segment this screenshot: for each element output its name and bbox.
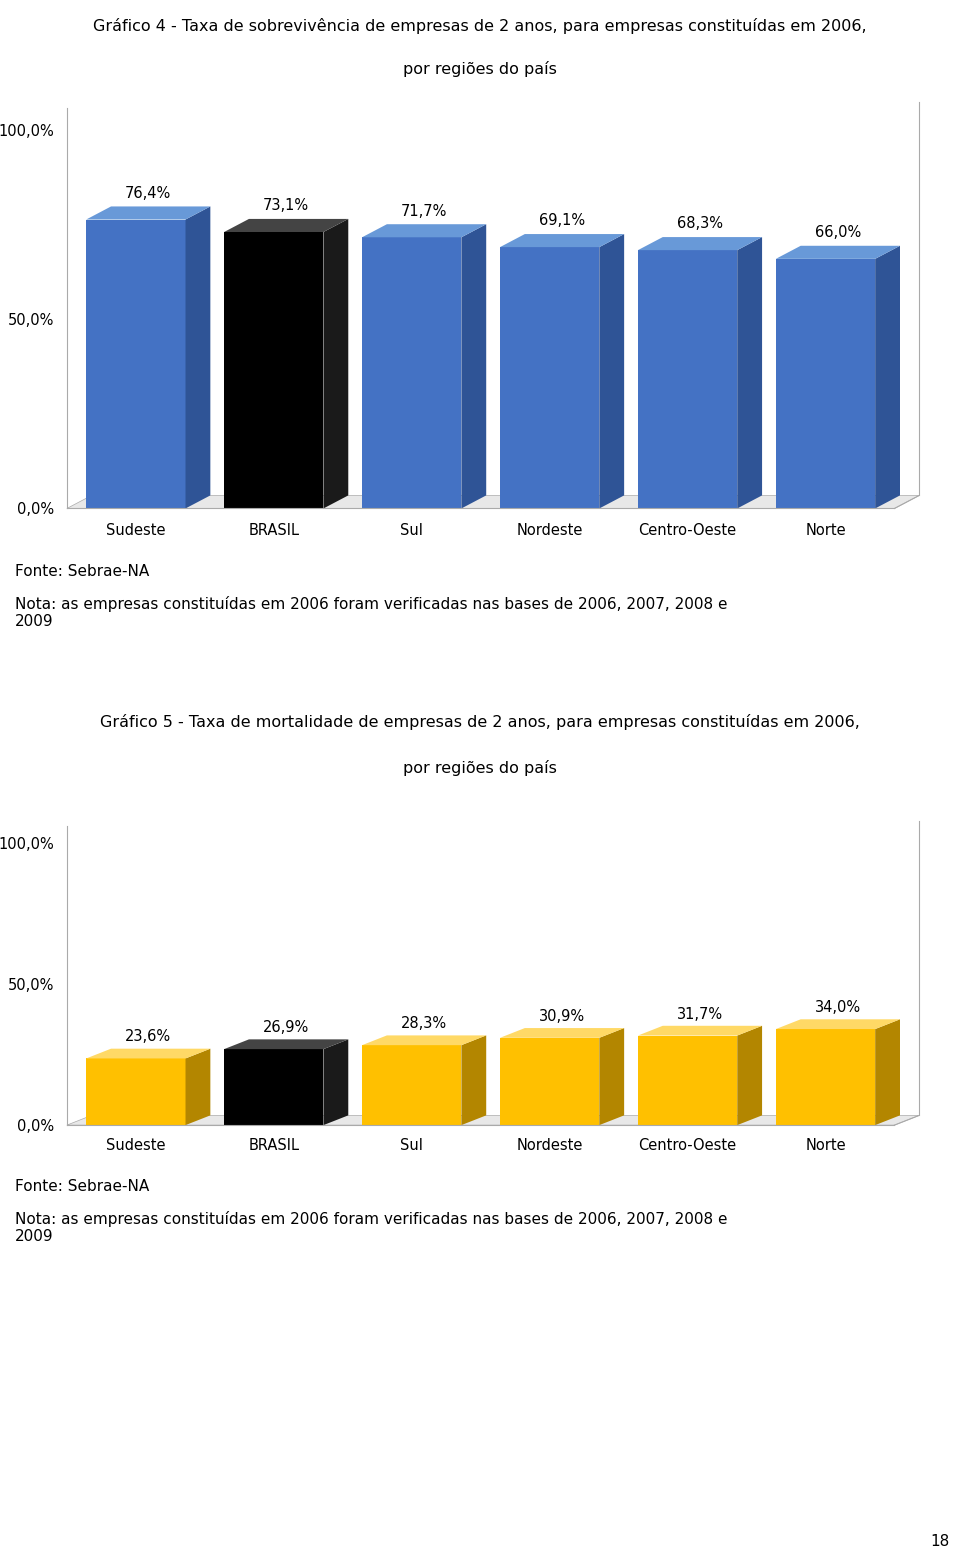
Text: 76,4%: 76,4% xyxy=(125,186,172,201)
Polygon shape xyxy=(224,233,324,509)
Text: 69,1%: 69,1% xyxy=(539,214,586,228)
Text: Nota: as empresas constituídas em 2006 foram verificadas nas bases de 2006, 2007: Nota: as empresas constituídas em 2006 f… xyxy=(15,596,728,629)
Polygon shape xyxy=(500,234,624,247)
Polygon shape xyxy=(86,1058,185,1125)
Polygon shape xyxy=(500,247,599,509)
Polygon shape xyxy=(638,1035,737,1125)
Polygon shape xyxy=(185,1049,210,1125)
Text: Nota: as empresas constituídas em 2006 foram verificadas nas bases de 2006, 2007: Nota: as empresas constituídas em 2006 f… xyxy=(15,1211,728,1244)
Polygon shape xyxy=(638,250,737,509)
Text: por regiões do país: por regiões do país xyxy=(403,760,557,776)
Polygon shape xyxy=(776,1019,900,1029)
Polygon shape xyxy=(224,1049,324,1125)
Text: 23,6%: 23,6% xyxy=(125,1029,171,1044)
Polygon shape xyxy=(224,1040,348,1049)
Polygon shape xyxy=(86,220,185,509)
Text: 18: 18 xyxy=(931,1533,950,1549)
Polygon shape xyxy=(185,206,210,509)
Text: Gráfico 4 - Taxa de sobrevivência de empresas de 2 anos, para empresas constituí: Gráfico 4 - Taxa de sobrevivência de emp… xyxy=(93,19,867,34)
Polygon shape xyxy=(67,1116,920,1125)
Polygon shape xyxy=(737,1026,762,1125)
Polygon shape xyxy=(500,1038,599,1125)
Polygon shape xyxy=(737,237,762,509)
Polygon shape xyxy=(599,234,624,509)
Polygon shape xyxy=(638,1026,762,1035)
Text: Fonte: Sebrae-NA: Fonte: Sebrae-NA xyxy=(15,1179,149,1194)
Text: Gráfico 5 - Taxa de mortalidade de empresas de 2 anos, para empresas constituída: Gráfico 5 - Taxa de mortalidade de empre… xyxy=(100,715,860,731)
Polygon shape xyxy=(362,1046,462,1125)
Polygon shape xyxy=(776,245,900,259)
Polygon shape xyxy=(776,1029,876,1125)
Polygon shape xyxy=(224,219,348,233)
Polygon shape xyxy=(500,1029,624,1038)
Text: 34,0%: 34,0% xyxy=(815,1001,861,1015)
Polygon shape xyxy=(876,245,900,509)
Polygon shape xyxy=(362,225,486,237)
Polygon shape xyxy=(462,225,486,509)
Polygon shape xyxy=(324,219,348,509)
Polygon shape xyxy=(638,237,762,250)
Text: Fonte: Sebrae-NA: Fonte: Sebrae-NA xyxy=(15,564,149,579)
Text: 71,7%: 71,7% xyxy=(401,203,447,219)
Polygon shape xyxy=(86,1049,210,1058)
Polygon shape xyxy=(599,1029,624,1125)
Text: 31,7%: 31,7% xyxy=(677,1007,723,1021)
Text: por regiões do país: por regiões do país xyxy=(403,61,557,76)
Text: 26,9%: 26,9% xyxy=(263,1021,309,1035)
Polygon shape xyxy=(324,1040,348,1125)
Text: 30,9%: 30,9% xyxy=(539,1008,586,1024)
Text: 73,1%: 73,1% xyxy=(263,198,309,214)
Text: 66,0%: 66,0% xyxy=(815,225,861,240)
Polygon shape xyxy=(86,206,210,220)
Polygon shape xyxy=(876,1019,900,1125)
Text: 28,3%: 28,3% xyxy=(401,1016,447,1032)
Polygon shape xyxy=(462,1035,486,1125)
Polygon shape xyxy=(67,495,920,509)
Polygon shape xyxy=(362,237,462,509)
Polygon shape xyxy=(362,1035,486,1046)
Text: 68,3%: 68,3% xyxy=(677,217,723,231)
Polygon shape xyxy=(776,259,876,509)
